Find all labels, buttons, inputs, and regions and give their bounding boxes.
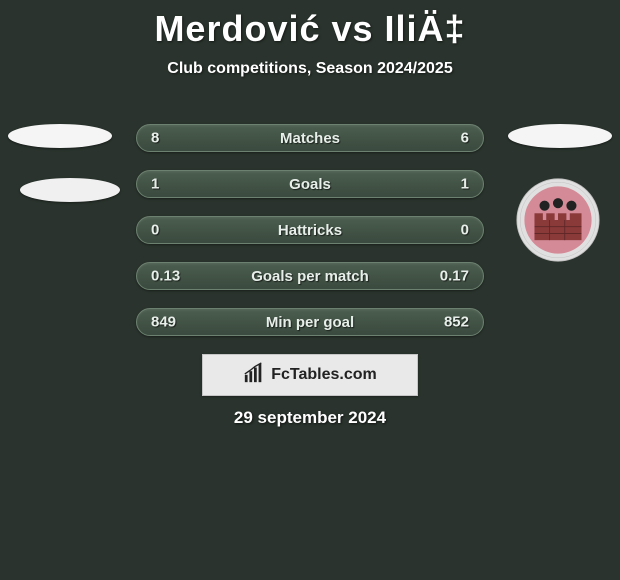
stat-row-min-per-goal: 849 Min per goal 852 bbox=[136, 308, 484, 336]
stat-right-value: 6 bbox=[461, 130, 469, 147]
stat-left-value: 0.13 bbox=[151, 268, 180, 285]
stat-label: Min per goal bbox=[266, 314, 354, 331]
bar-chart-icon bbox=[243, 362, 265, 389]
stat-left-value: 849 bbox=[151, 314, 176, 331]
stat-row-goals-per-match: 0.13 Goals per match 0.17 bbox=[136, 262, 484, 290]
stat-right-value: 0.17 bbox=[440, 268, 469, 285]
stat-label: Hattricks bbox=[278, 222, 342, 239]
stat-left-value: 1 bbox=[151, 176, 159, 193]
stat-right-value: 852 bbox=[444, 314, 469, 331]
stat-row-goals: 1 Goals 1 bbox=[136, 170, 484, 198]
stat-right-value: 0 bbox=[461, 222, 469, 239]
stat-left-value: 8 bbox=[151, 130, 159, 147]
stat-row-matches: 8 Matches 6 bbox=[136, 124, 484, 152]
stats-rows: 8 Matches 6 1 Goals 1 0 Hattricks 0 0.13… bbox=[0, 124, 620, 354]
stat-label: Matches bbox=[280, 130, 340, 147]
stat-label: Goals bbox=[289, 176, 331, 193]
stat-label: Goals per match bbox=[251, 268, 369, 285]
stat-row-hattricks: 0 Hattricks 0 bbox=[136, 216, 484, 244]
stat-right-value: 1 bbox=[461, 176, 469, 193]
watermark: FcTables.com bbox=[202, 354, 418, 396]
subtitle: Club competitions, Season 2024/2025 bbox=[0, 60, 620, 78]
page-title: Merdović vs IliÄ‡ bbox=[0, 0, 620, 50]
stat-left-value: 0 bbox=[151, 222, 159, 239]
date: 29 september 2024 bbox=[0, 408, 620, 428]
watermark-text: FcTables.com bbox=[271, 366, 377, 384]
